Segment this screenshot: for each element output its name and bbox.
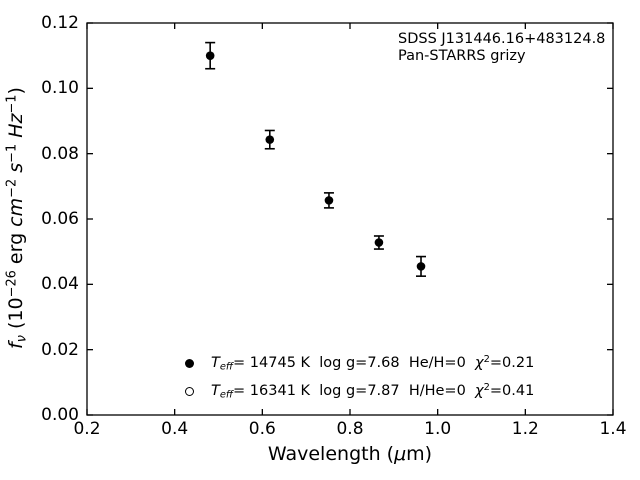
x-axis-label: Wavelength (μm) [268, 443, 432, 465]
ylabel-erg: erg [4, 226, 27, 271]
x-tick-label: 1.2 [511, 419, 539, 439]
y-tick-label: 0.02 [41, 339, 79, 360]
legend-1-chi: χ [475, 354, 484, 371]
y-tick-label: 0.06 [41, 209, 79, 229]
filled-circle-icon [185, 358, 194, 368]
y-tick-label: 0.10 [41, 78, 79, 99]
ylabel-nu-subscript: ν [14, 335, 30, 343]
legend-2-chi-value: =0.41 [489, 382, 535, 399]
data-point [324, 196, 334, 205]
data-point [265, 135, 275, 144]
ylabel-exponent: −26 [4, 270, 20, 298]
x-tick-label: 0.4 [161, 419, 189, 439]
legend-2-T: T [211, 382, 220, 399]
data-point [205, 51, 215, 60]
ylabel-hz-exponent: −1 [4, 94, 20, 114]
x-axis-label-text: Wavelength ( [267, 443, 395, 465]
annotation-source-name: SDSS J131446.16+483124.8 [398, 31, 606, 47]
y-tick-label: 0.04 [41, 274, 79, 295]
annotation: SDSS J131446.16+483124.8 Pan-STARRS griz… [398, 31, 605, 64]
ylabel-s-exponent: −1 [4, 143, 20, 163]
legend-2-params: = 16341 K log g=7.87 H/He=0 [233, 382, 476, 399]
ylabel-close: ) [4, 87, 27, 95]
y-tick-label: 0.00 [41, 405, 79, 425]
legend-2-chi: χ [475, 382, 484, 399]
data-point [374, 238, 384, 247]
legend: Teff= 14745 K log g=7.68 He/H=0 χ2=0.21 … [185, 349, 534, 405]
x-tick-label: 1.0 [424, 419, 452, 439]
legend-2-eff-subscript: eff [219, 389, 234, 401]
y-tick-label: 0.08 [41, 143, 79, 164]
legend-1-chi-value: =0.21 [489, 354, 535, 371]
x-axis-label-mu: μ [394, 443, 407, 465]
legend-1-params: = 14745 K log g=7.68 He/H=0 [233, 354, 476, 371]
legend-2-chi-exponent: 2 [483, 381, 490, 393]
open-circle-icon [185, 386, 194, 396]
legend-1-chi-exponent: 2 [483, 353, 490, 365]
data-point [416, 262, 426, 271]
ylabel-cm: cm [4, 197, 27, 227]
legend-entry-2-text: Teff= 16341 K log g=7.87 H/He=0 χ2=0.41 [211, 382, 534, 401]
legend-entry-model-1: Teff= 14745 K log g=7.68 He/H=0 χ2=0.21 [185, 349, 534, 377]
legend-1-T: T [211, 354, 220, 371]
y-axis-label: fν (10−26 erg cm−2 s−1 Hz−1) [4, 87, 29, 349]
x-tick-label: 0.6 [248, 419, 276, 439]
legend-entry-1-text: Teff= 14745 K log g=7.68 He/H=0 χ2=0.21 [211, 354, 534, 373]
ylabel-f: f [4, 342, 27, 349]
ylabel-hz: Hz [4, 113, 27, 138]
ylabel-space [5, 173, 27, 179]
ylabel-open: (10 [4, 297, 27, 336]
ylabel-s: s [4, 162, 27, 173]
annotation-survey-name: Pan-STARRS grizy [398, 47, 526, 64]
legend-entry-model-2: Teff= 16341 K log g=7.87 H/He=0 χ2=0.41 [185, 377, 534, 405]
x-tick-label: 0.8 [336, 419, 364, 439]
x-tick-label: 0.2 [73, 419, 101, 439]
ylabel-space [5, 138, 27, 144]
x-tick-label: 1.4 [599, 419, 627, 439]
x-axis-label-unit: m) [406, 443, 433, 465]
ylabel-cm-exponent: −2 [4, 178, 20, 198]
y-tick-label: 0.12 [41, 13, 79, 33]
legend-1-eff-subscript: eff [219, 361, 234, 373]
